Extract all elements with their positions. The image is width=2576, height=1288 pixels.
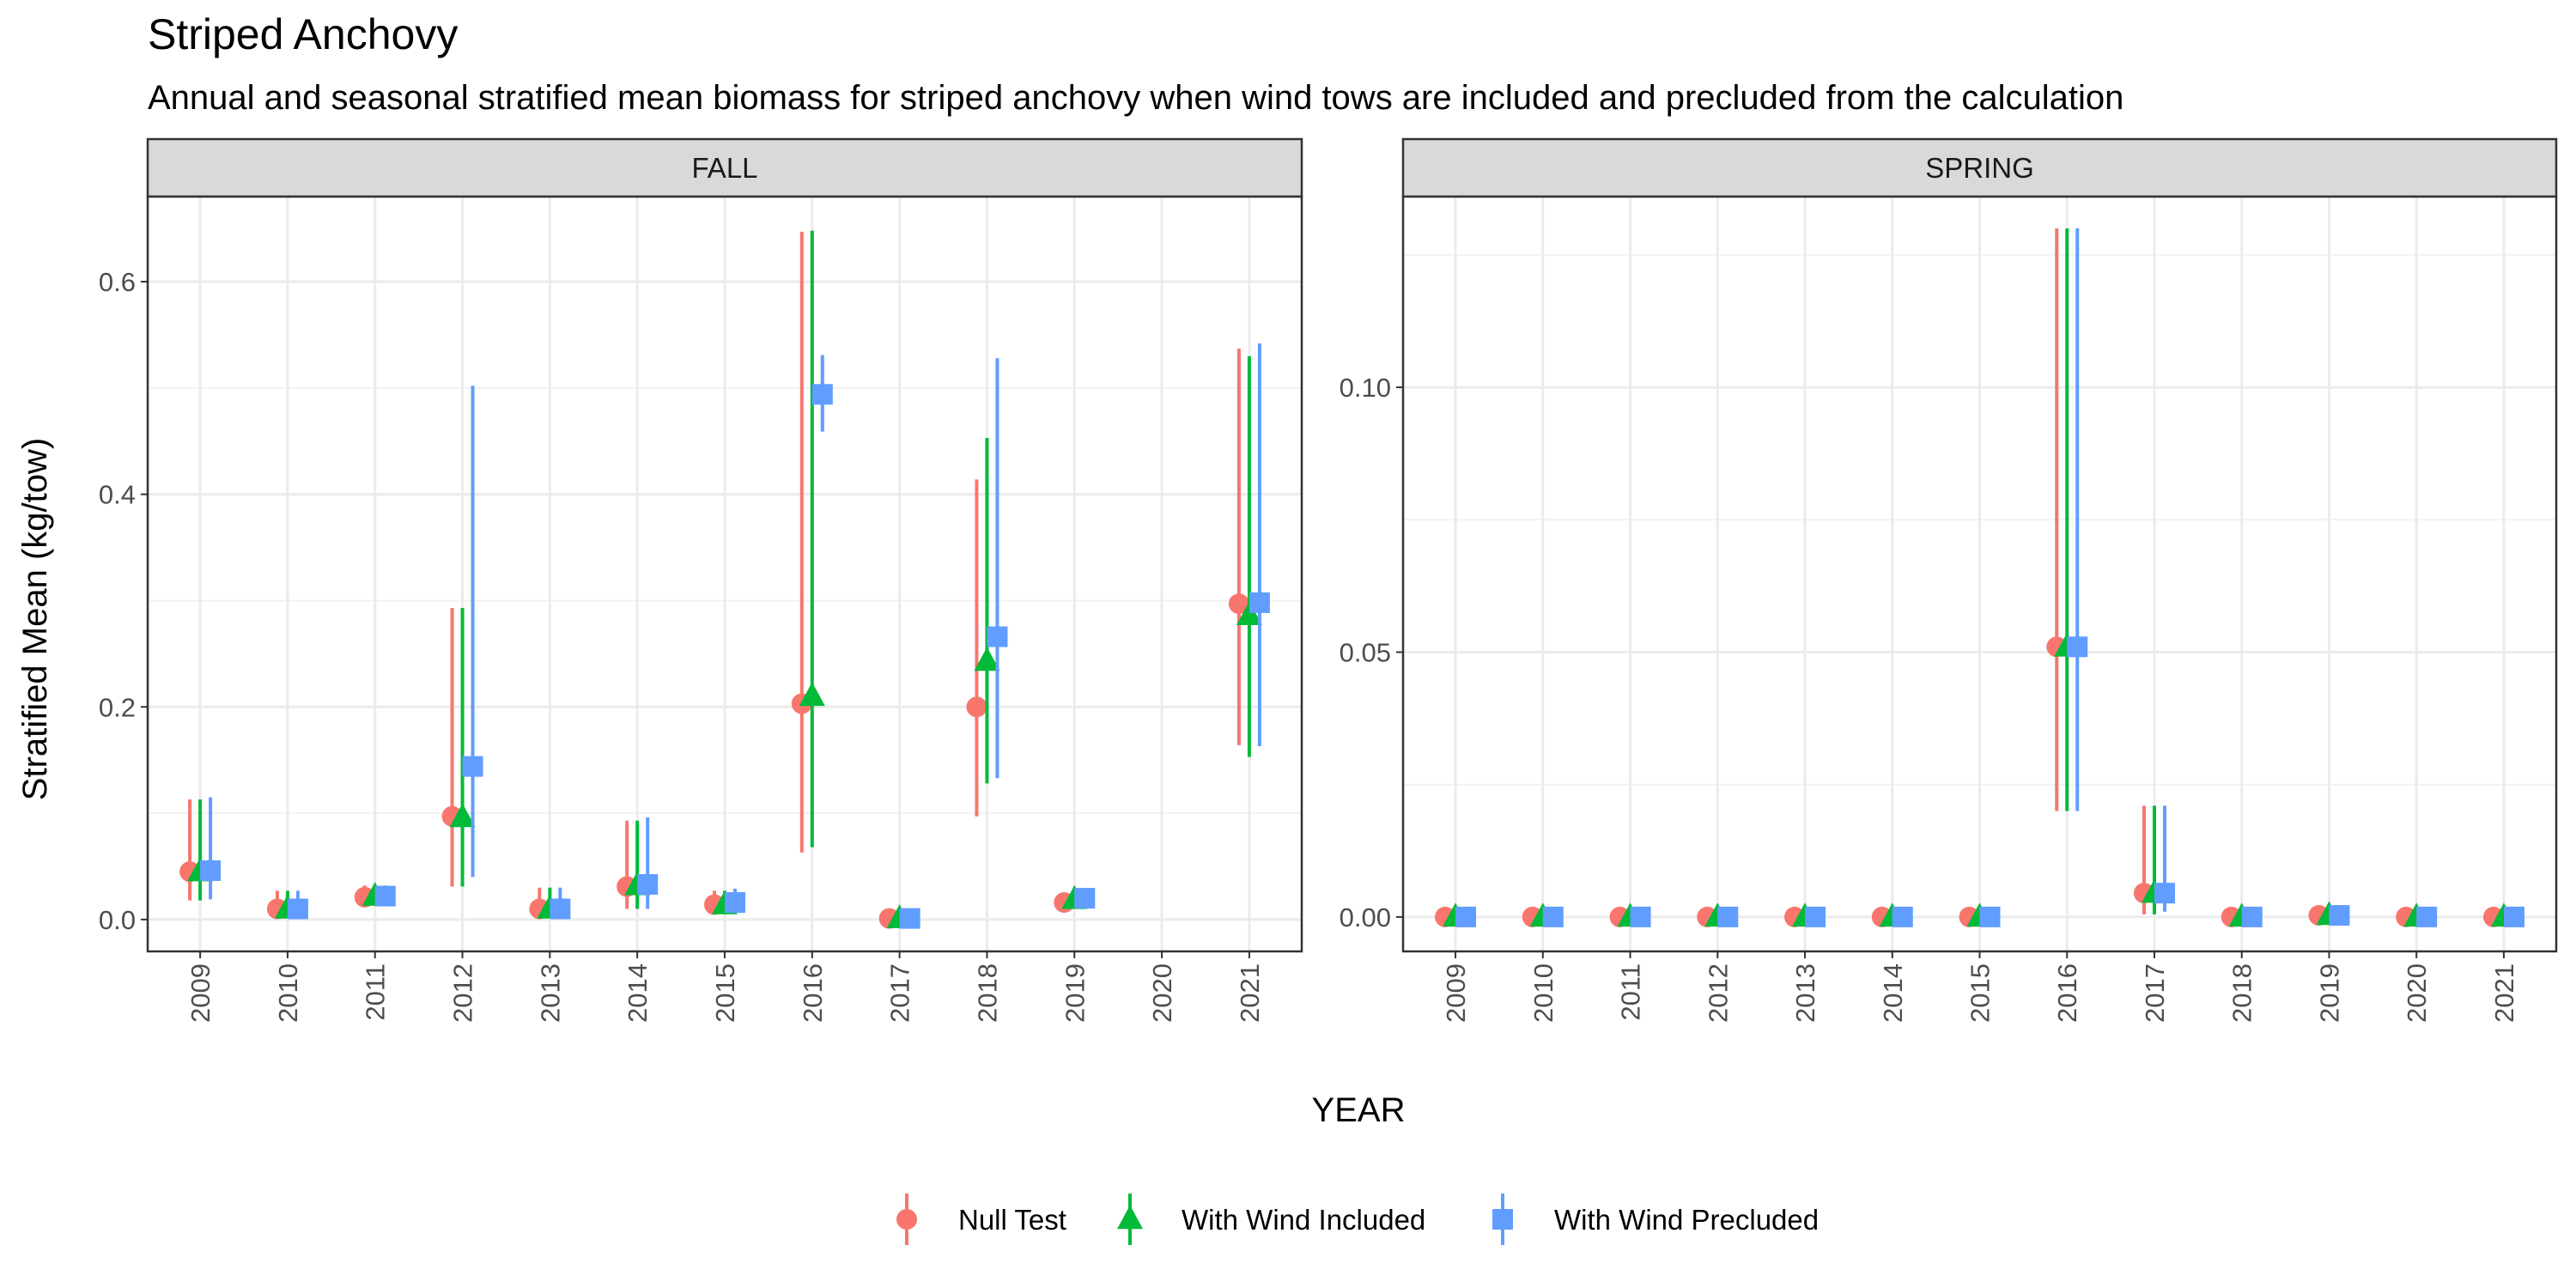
data-point xyxy=(462,756,483,777)
data-point xyxy=(2241,906,2263,927)
legend-label: Null Test xyxy=(958,1204,1066,1236)
data-point xyxy=(987,626,1008,647)
legend-key-square xyxy=(1492,1209,1513,1230)
x-tick-label: 2017 xyxy=(2140,963,2170,1023)
facet-strip-label: SPRING xyxy=(1925,152,2034,184)
data-point xyxy=(374,885,396,907)
x-tick-label: 2015 xyxy=(710,963,740,1023)
y-tick-label: 0.4 xyxy=(99,480,136,510)
facet-strip-label: FALL xyxy=(691,152,757,184)
legend-label: With Wind Included xyxy=(1182,1204,1425,1236)
facet-strip xyxy=(1401,137,2558,198)
data-point xyxy=(725,892,745,914)
y-tick-label: 0.05 xyxy=(1340,637,1391,667)
x-tick-label: 2016 xyxy=(798,963,828,1023)
data-point xyxy=(1892,906,1913,927)
data-point xyxy=(449,803,476,828)
data-point xyxy=(1074,888,1096,909)
data-point xyxy=(200,860,222,881)
data-point xyxy=(966,696,987,718)
series-null-test xyxy=(1435,228,2504,927)
legend-key-triangle xyxy=(1117,1205,1143,1230)
y-tick-label: 0.10 xyxy=(1340,373,1391,403)
data-point xyxy=(1542,906,1564,927)
x-tick-label: 2013 xyxy=(535,963,565,1023)
panels: FALL 0.0 0.2 0.4 0.6 2009 2010 2011 2012 2013 2014… xyxy=(99,137,2558,1023)
y-axis-title: Stratified Mean (kg/tow) xyxy=(16,438,54,800)
x-tick-label: 2010 xyxy=(273,963,303,1023)
series-with-wind-precluded xyxy=(200,343,1270,929)
panel-fall: FALL 0.0 0.2 0.4 0.6 2009 2010 2011 2012 2013 2014… xyxy=(99,137,1303,1023)
data-point xyxy=(1717,906,1739,927)
data-point xyxy=(550,898,571,920)
x-tick-label: 2019 xyxy=(1060,963,1090,1023)
data-point xyxy=(287,898,308,920)
data-point xyxy=(811,384,833,405)
data-point xyxy=(1455,906,1477,927)
data-point xyxy=(637,874,659,896)
legend-key-circle xyxy=(896,1209,917,1230)
data-point xyxy=(974,647,1000,671)
x-tick-label: 2020 xyxy=(2402,963,2432,1023)
x-tick-label: 2012 xyxy=(1703,963,1733,1023)
data-point xyxy=(799,682,825,707)
x-tick-label: 2020 xyxy=(1147,963,1177,1023)
chart-subtitle: Annual and seasonal stratified mean biom… xyxy=(148,79,2123,117)
data-point xyxy=(2154,883,2175,904)
legend-label: With Wind Precluded xyxy=(1554,1204,1819,1236)
x-axis-title: YEAR xyxy=(1312,1091,1406,1129)
chart-title: Striped Anchovy xyxy=(148,10,458,58)
data-point xyxy=(1630,906,1651,927)
facet-strip xyxy=(146,137,1303,198)
x-tick-label: 2009 xyxy=(1441,963,1471,1023)
data-point xyxy=(899,908,920,929)
x-tick-label: 2014 xyxy=(1878,963,1908,1023)
x-tick-label: 2011 xyxy=(1616,963,1646,1021)
panel-border xyxy=(1401,195,2558,953)
panel-border xyxy=(146,195,1303,953)
data-point xyxy=(2503,906,2524,927)
series-with-wind-precluded xyxy=(1455,228,2524,927)
x-tick-label: 2017 xyxy=(885,963,915,1023)
x-tick-label: 2012 xyxy=(448,963,478,1023)
x-tick-label: 2011 xyxy=(361,963,391,1021)
data-point xyxy=(1228,593,1249,615)
legend: Null Test With Wind Included With Wind Pre… xyxy=(896,1194,1819,1245)
y-tick-label: 0.00 xyxy=(1340,902,1391,933)
data-point xyxy=(1236,601,1262,626)
data-point xyxy=(2329,905,2350,927)
data-point xyxy=(1249,592,1270,613)
x-tick-label: 2018 xyxy=(972,963,1002,1023)
x-tick-label: 2021 xyxy=(1235,963,1265,1023)
x-tick-label: 2021 xyxy=(2489,963,2519,1023)
y-tick-label: 0.0 xyxy=(99,905,136,935)
data-point xyxy=(2416,906,2438,927)
data-point xyxy=(1805,906,1826,927)
x-tick-label: 2018 xyxy=(2227,963,2257,1023)
panel-spring: SPRING 0.00 0.05 0.10 2009 2010 2011 2012 2013 20… xyxy=(1340,137,2558,1023)
data-point xyxy=(2067,636,2088,658)
x-tick-label: 2015 xyxy=(1965,963,1996,1023)
x-tick-label: 2014 xyxy=(623,963,653,1023)
x-tick-label: 2010 xyxy=(1528,963,1558,1023)
series-null-test xyxy=(179,231,1249,929)
x-tick-label: 2016 xyxy=(2052,963,2082,1023)
y-tick-label: 0.6 xyxy=(99,267,136,297)
x-tick-label: 2009 xyxy=(185,963,216,1023)
data-point xyxy=(1979,906,2001,927)
y-tick-label: 0.2 xyxy=(99,692,136,722)
x-tick-label: 2019 xyxy=(2314,963,2344,1023)
x-tick-label: 2013 xyxy=(1790,963,1820,1023)
